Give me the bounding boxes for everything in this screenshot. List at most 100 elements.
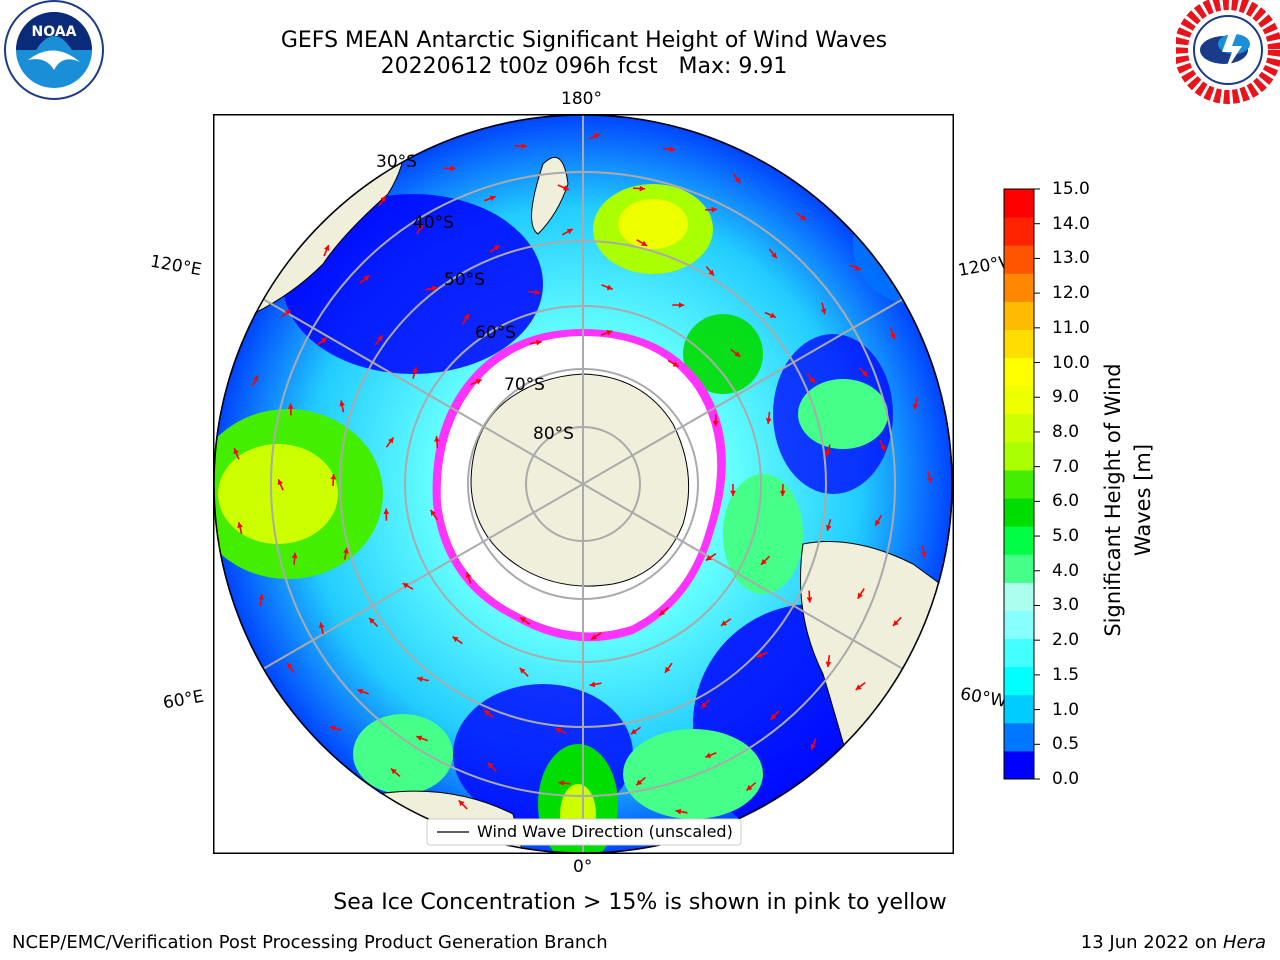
colorbar-tick-label: 9.0 (1052, 387, 1080, 408)
date-text: 13 Jun 2022 on (1080, 932, 1223, 953)
legend-label: Wind Wave Direction (unscaled) (477, 822, 733, 841)
map-legend (426, 818, 742, 846)
colorbar-band (1004, 469, 1034, 499)
wind-arrow-head (659, 609, 666, 616)
wind-arrow-head (825, 661, 832, 668)
lat-label-30s: 30°S (376, 152, 417, 172)
wind-arrow-head (678, 302, 685, 308)
wind-arrow-head (534, 289, 541, 296)
colorbar-tick-label: 13.0 (1052, 248, 1090, 269)
nws-logo (1174, 0, 1280, 108)
lon-label-180: 180° (561, 89, 602, 109)
wind-arrow-head (880, 444, 886, 451)
wind-arrow-head (705, 752, 712, 758)
wind-arrow-head (402, 583, 409, 589)
colorbar-band (1004, 217, 1034, 246)
wind-arrow-head (892, 620, 899, 626)
wind-arrow-head (566, 228, 573, 235)
wind-arrow-head (535, 339, 542, 346)
lon-label-60e: 60°E (161, 686, 206, 714)
wind-arrow-head (810, 743, 816, 750)
wind-arrow-head (820, 308, 827, 315)
polar-map: Wind Wave Direction (unscaled) (213, 114, 954, 854)
antarctica-land (470, 373, 690, 587)
wind-arrow-head (630, 728, 637, 735)
lon-label-0: 0° (573, 857, 593, 877)
wind-arrow-head (450, 165, 456, 172)
colorbar-band (1004, 413, 1034, 443)
wind-arrow-head (287, 662, 293, 669)
sea-ice-note: Sea Ice Concentration > 15% is shown in … (333, 890, 947, 915)
wind-arrow-head (720, 620, 727, 626)
wind-arrow-head (484, 710, 490, 716)
colorbar-tick-label: 12.0 (1052, 283, 1090, 304)
colorbar-band (1004, 722, 1034, 752)
wind-arrow-head (639, 185, 646, 192)
wind-arrow-head (669, 146, 675, 153)
colorbar-band (1004, 666, 1034, 696)
new-zealand-land (531, 156, 569, 235)
wind-arrow-head (920, 551, 927, 558)
wind-arrow-head (861, 370, 868, 377)
wind-arrow-head (465, 572, 472, 579)
colorbar-tick-label: 3.0 (1052, 595, 1080, 616)
wind-arrow-head (825, 525, 832, 531)
colorbar-band (1004, 189, 1034, 218)
wind-arrow-head (672, 361, 679, 367)
colorbar-tick-label: 0.5 (1052, 734, 1080, 755)
colorbar-tick-label: 1.5 (1052, 664, 1080, 685)
noaa-logo: NOAA (2, 0, 106, 108)
wind-arrow-head (252, 375, 259, 382)
wind-arrow-head (606, 284, 613, 290)
colorbar-tick-label: 14.0 (1052, 213, 1090, 234)
wind-arrow-head (558, 780, 565, 786)
wind-arrow-head (855, 684, 862, 690)
wind-arrow-head (330, 474, 337, 480)
wind-arrow-head (323, 245, 330, 251)
colorbar: 15.0 14.0 13.0 12.0 11.0 10.0 9.0 8.0 7.0 6.0 5.0 4… (1000, 180, 1280, 788)
wind-arrow-head (854, 265, 861, 271)
wind-arrow-head (493, 245, 500, 251)
colorbar-band (1004, 301, 1034, 330)
lat-label-70s: 70°S (504, 375, 545, 395)
wind-arrow-head (452, 636, 459, 643)
wind-arrow-head (770, 713, 777, 720)
wind-arrow-head (258, 594, 265, 600)
wind-arrow-head (730, 490, 736, 496)
wind-arrow-head (701, 702, 708, 709)
wind-arrow-head (380, 195, 386, 202)
wind-arrow-head (708, 269, 715, 276)
wind-arrow-head (416, 676, 423, 682)
wind-arrow-head (487, 762, 494, 769)
colorbar-tick-label: 5.0 (1052, 526, 1080, 547)
colorbar-band (1004, 273, 1034, 302)
wind-arrow-head (889, 333, 896, 340)
lat-label-50s: 50°S (444, 270, 485, 290)
wind-arrow-head (291, 552, 298, 559)
wind-arrow-head (287, 403, 294, 409)
colorbar-band (1004, 554, 1034, 583)
wind-arrow-head (562, 185, 569, 191)
wind-arrow-head (463, 314, 469, 321)
wind-arrow-head (458, 800, 465, 807)
wind-arrow-head (363, 275, 370, 282)
wind-arrow-head (779, 490, 786, 497)
wind-arrow-head (591, 634, 598, 640)
wind-arrow-head (521, 143, 527, 149)
lat-label-60s: 60°S (475, 323, 516, 343)
wind-arrow-head (825, 450, 831, 457)
wind-arrow-head (806, 597, 813, 603)
credits: NCEP/EMC/Verification Post Processing Pr… (12, 932, 608, 953)
colorbar-tick-label: 10.0 (1052, 352, 1090, 373)
wind-arrow-head (519, 667, 526, 674)
wind-arrow-head (800, 214, 807, 221)
wind-arrow-head (734, 177, 741, 184)
wind-arrow-head (765, 418, 772, 424)
wind-arrow-head (277, 479, 284, 486)
wind-arrow-head (412, 367, 418, 373)
wind-arrow-head (636, 779, 643, 786)
colorbar-band (1004, 385, 1034, 415)
wind-arrow-head (712, 420, 719, 427)
colorbar-band (1004, 498, 1034, 527)
colorbar-band (1004, 694, 1034, 724)
